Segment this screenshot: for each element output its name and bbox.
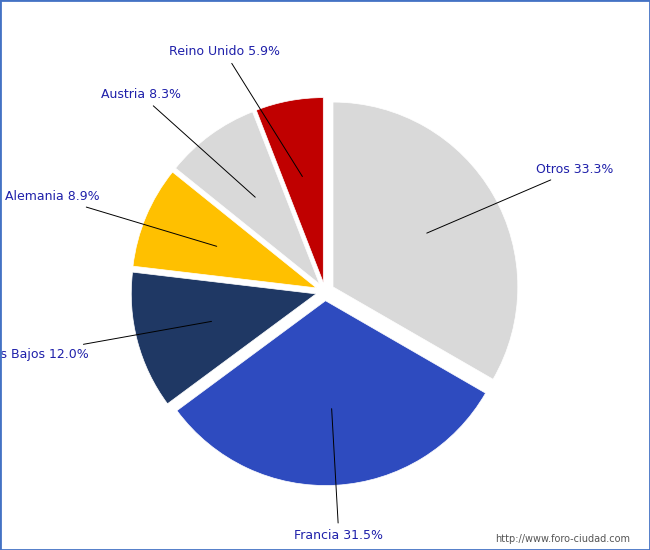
Text: Otros 33.3%: Otros 33.3% bbox=[427, 163, 614, 233]
Text: Países Bajos 12.0%: Países Bajos 12.0% bbox=[0, 321, 211, 361]
Text: Reino Unido 5.9%: Reino Unido 5.9% bbox=[169, 45, 302, 177]
Text: Valdemorillo - Turistas extranjeros según país - Abril de 2024: Valdemorillo - Turistas extranjeros segú… bbox=[81, 16, 569, 33]
Wedge shape bbox=[133, 172, 317, 288]
Wedge shape bbox=[131, 272, 316, 404]
Text: Francia 31.5%: Francia 31.5% bbox=[294, 409, 383, 542]
Wedge shape bbox=[177, 301, 486, 486]
Text: Alemania 8.9%: Alemania 8.9% bbox=[5, 190, 216, 246]
Text: Austria 8.3%: Austria 8.3% bbox=[101, 88, 255, 197]
Wedge shape bbox=[333, 102, 518, 380]
Wedge shape bbox=[176, 112, 320, 284]
Wedge shape bbox=[256, 97, 323, 282]
Text: http://www.foro-ciudad.com: http://www.foro-ciudad.com bbox=[495, 534, 630, 544]
